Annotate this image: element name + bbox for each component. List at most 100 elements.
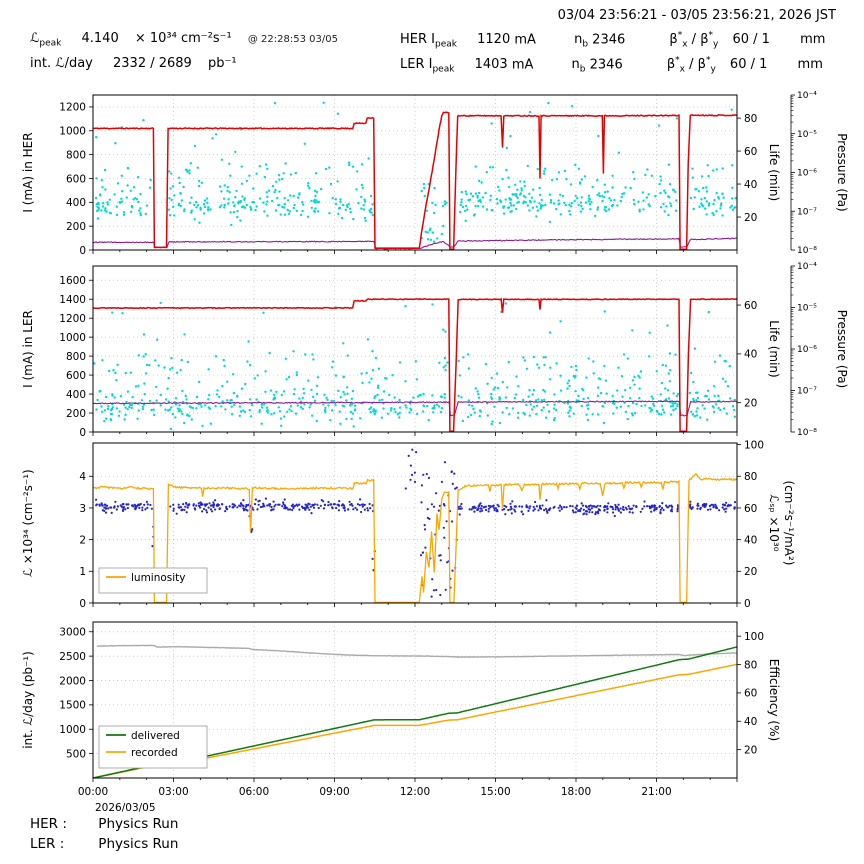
lum-specific-luminosity-scatter [169,497,375,515]
ler-status-row: LER : Physics Run [30,836,178,852]
ler-life-scatter [457,302,680,426]
ler-pressure-line [93,400,738,417]
ler-status-value: Physics Run [98,836,179,852]
her-beta-unit: mm [800,32,826,48]
her-ipeak-value: 1120 [477,32,511,48]
svg-text:10⁻⁵: 10⁻⁵ [797,130,817,140]
ler-beta-label: β*x / β*y [666,56,716,75]
ler-nb-value: 2346 [589,57,623,73]
svg-text:600: 600 [66,370,86,382]
svg-text:1600: 1600 [59,275,86,287]
svg-text:800: 800 [66,149,86,161]
svg-text:10⁻⁵: 10⁻⁵ [797,304,817,314]
time-range-title: 03/04 23:56:21 - 03/05 23:56:21, 2026 JS… [557,8,836,23]
lpeak-value: 4.140 [81,31,119,46]
svg-text:1: 1 [79,566,86,578]
svg-text:10⁻⁴: 10⁻⁴ [797,262,817,272]
ler-status-label: LER : [30,836,65,852]
svg-text:400: 400 [66,389,86,401]
her-current-line [93,111,738,251]
lpeak-row: ℒpeak 4.140 × 10³⁴ cm⁻²s⁻¹ @ 22:28:53 03… [30,31,338,49]
lpeak-label: ℒpeak [30,31,62,49]
her-beta-label: β*x / β*y [669,31,719,50]
svg-text:2026/03/05: 2026/03/05 [95,802,156,814]
svg-text:18:00: 18:00 [561,786,591,798]
svg-text:recorded: recorded [131,747,178,759]
ler-current-line [92,297,738,432]
her-life-scatter [420,182,448,243]
ler-ipeak-unit: mA [511,57,534,73]
svg-text:60: 60 [744,503,757,515]
svg-text:200: 200 [66,221,86,233]
svg-text:80: 80 [744,471,757,483]
intlum-unit: pb⁻¹ [207,56,237,71]
svg-text:0: 0 [744,598,751,610]
svg-text:ℒ ×10³⁴ (cm⁻²s⁻¹): ℒ ×10³⁴ (cm⁻²s⁻¹) [21,469,35,576]
her-status-value: Physics Run [98,816,179,832]
lum-legend-box [98,567,208,594]
svg-text:0: 0 [79,245,86,257]
her-life-scatter [689,108,737,217]
svg-text:40: 40 [744,179,757,191]
svg-text:1200: 1200 [59,313,86,325]
her-peak-row: HER Ipeak 1120 mA nb 2346 β*x / β*y 60 /… [400,31,825,50]
svg-text:2: 2 [79,534,86,546]
svg-text:00:00: 00:00 [78,786,108,798]
svg-text:09:00: 09:00 [319,786,349,798]
svg-text:10⁻⁸: 10⁻⁸ [797,246,817,256]
lpeak-unit: × 10³⁴ cm⁻²s⁻¹ [134,31,232,46]
svg-text:40: 40 [744,716,757,728]
svg-text:1000: 1000 [59,126,86,138]
ler-beta-value: 60 / 1 [729,57,768,73]
svg-text:20: 20 [744,398,757,410]
her-beta-value: 60 / 1 [732,32,770,48]
her-nb-value: 2346 [592,32,626,48]
svg-text:1000: 1000 [59,332,86,344]
intlum-label: int. ℒ/day [30,56,93,71]
svg-text:I (mA) in HER: I (mA) in HER [21,132,35,212]
integral-efficiency-line [96,644,738,658]
svg-text:80: 80 [744,659,757,671]
svg-text:10⁻⁶: 10⁻⁶ [797,345,817,355]
svg-text:luminosity: luminosity [131,572,186,584]
svg-text:40: 40 [744,349,757,361]
ler-life-scatter [688,310,737,421]
svg-text:2000: 2000 [59,675,86,687]
ler-beta-unit: mm [797,57,823,73]
svg-text:1200: 1200 [59,102,86,114]
svg-text:I (mA) in LER: I (mA) in LER [21,310,35,388]
lum-specific-luminosity-scatter [404,448,418,490]
svg-text:500: 500 [66,748,86,760]
intlum-value: 2332 / 2689 [113,56,192,71]
svg-text:60: 60 [744,300,757,312]
svg-text:600: 600 [66,173,86,185]
svg-text:ℒₛₚ ×10³⁰: ℒₛₚ ×10³⁰ [767,494,781,551]
svg-text:10⁻⁸: 10⁻⁸ [797,428,817,438]
svg-text:800: 800 [66,351,86,363]
svg-text:0: 0 [79,427,86,439]
svg-text:03:00: 03:00 [158,786,188,798]
panel-integral: 00:00 03:00 06:00 09:00 12:00 15:00 18:00 21:00… [21,621,781,814]
svg-text:2500: 2500 [59,651,86,663]
panel-ler: 0 200 400 600 800 1000 1200 1400 1600 20 40 60 Life … [21,262,849,439]
svg-text:20: 20 [744,566,757,578]
lum-specific-luminosity-scatter [457,499,680,518]
svg-text:200: 200 [66,408,86,420]
svg-text:3: 3 [79,503,86,515]
svg-text:60: 60 [744,688,757,700]
ler-ipeak-label: LER Ipeak [400,57,455,75]
ler-nb-label: nb [571,57,586,75]
svg-text:1000: 1000 [59,724,86,736]
svg-text:10⁻⁴: 10⁻⁴ [797,91,817,101]
svg-text:10⁻⁷: 10⁻⁷ [797,207,817,217]
svg-text:10⁻⁷: 10⁻⁷ [797,387,817,397]
svg-text:12:00: 12:00 [400,786,430,798]
svg-text:4: 4 [79,471,86,483]
svg-text:delivered: delivered [131,730,180,742]
lum-luminosity-line [92,473,738,604]
svg-text:1500: 1500 [59,700,86,712]
svg-text:21:00: 21:00 [641,786,671,798]
svg-text:20: 20 [744,212,757,224]
her-life-scatter [167,101,375,227]
